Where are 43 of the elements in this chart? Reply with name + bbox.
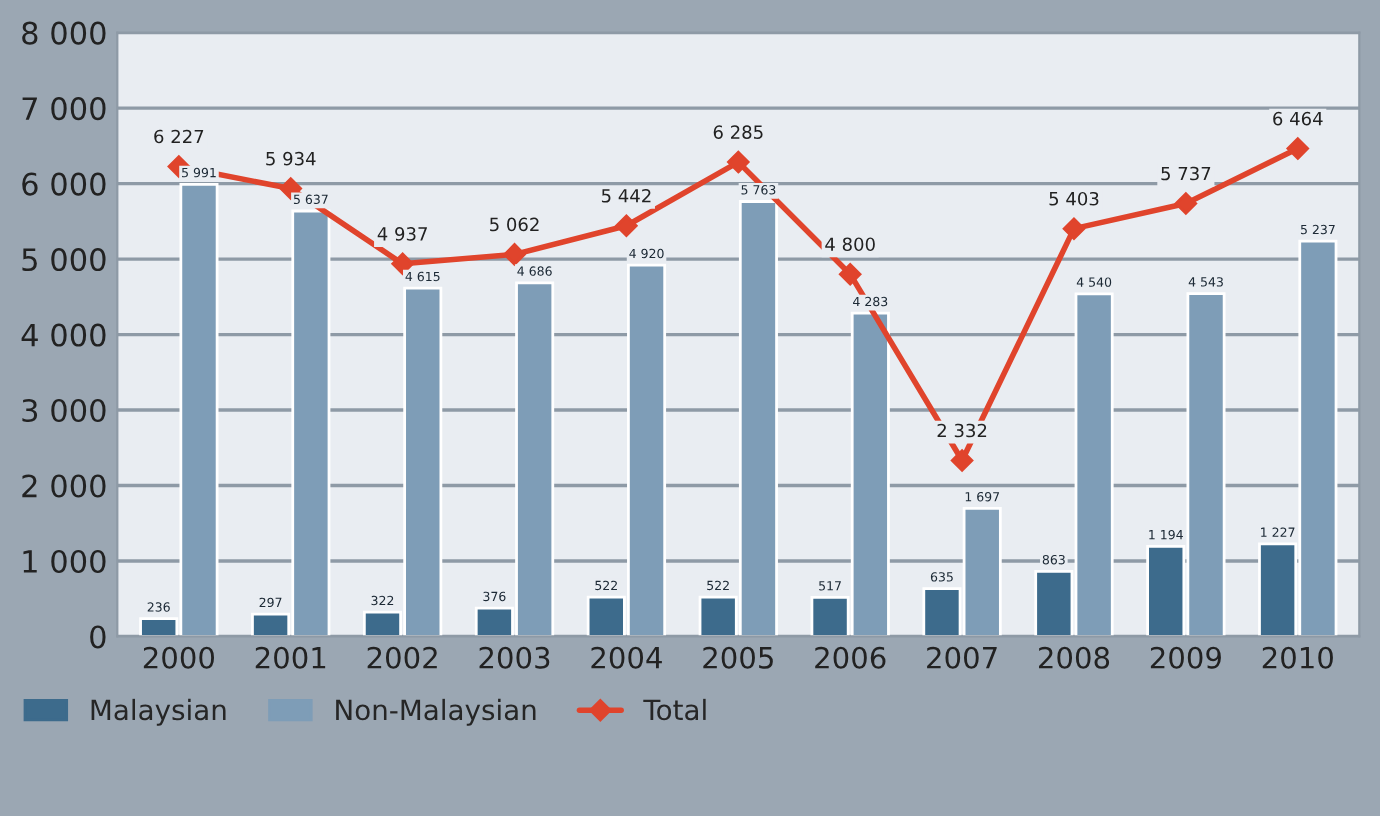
legend-label: Malaysian bbox=[91, 698, 226, 726]
x-tick-label: 2003 bbox=[479, 646, 550, 669]
x-tick-label: 2008 bbox=[1039, 646, 1110, 669]
legend-label: Total bbox=[643, 698, 706, 721]
x-tick-label: 2000 bbox=[143, 646, 215, 669]
x-tick-label: 2001 bbox=[255, 646, 326, 669]
x-tick-label: 2005 bbox=[703, 646, 773, 669]
point bbox=[391, 252, 414, 276]
y-tick-label: 5 000 bbox=[22, 248, 106, 272]
x-tick-label: 2009 bbox=[1150, 646, 1221, 669]
x-tick-label: 2006 bbox=[815, 646, 886, 669]
point bbox=[838, 262, 862, 286]
data-label: 5 062 bbox=[490, 217, 539, 232]
legend-label: Non-Malaysian bbox=[336, 698, 536, 726]
x-tick-label: 2002 bbox=[367, 646, 437, 669]
data-label: 6 285 bbox=[713, 125, 763, 139]
y-tick-label: 0 bbox=[90, 625, 106, 649]
data-label: 5 737 bbox=[1161, 166, 1211, 181]
point bbox=[1174, 192, 1198, 215]
data-label: 5 403 bbox=[1049, 191, 1099, 206]
point bbox=[950, 449, 974, 472]
data-label: 6 464 bbox=[1273, 111, 1323, 126]
y-tick-label: 3 000 bbox=[22, 398, 106, 423]
x-tick-label: 2010 bbox=[1262, 646, 1333, 669]
point bbox=[1062, 217, 1086, 240]
y-tick-label: 4 000 bbox=[21, 323, 106, 347]
x-tick-label: 2007 bbox=[927, 646, 997, 669]
y-tick-label: 7 000 bbox=[22, 97, 106, 121]
y-tick-label: 6 000 bbox=[22, 172, 106, 196]
point bbox=[1286, 137, 1309, 160]
data-label: 2 332 bbox=[937, 423, 987, 438]
data-label: 5 934 bbox=[266, 151, 316, 166]
point bbox=[615, 214, 638, 237]
data-label: 5 442 bbox=[601, 188, 651, 203]
y-tick-label: 8 000 bbox=[22, 21, 106, 45]
point bbox=[503, 243, 526, 266]
x-tick-label: 2004 bbox=[591, 646, 662, 669]
y-tick-label: 2 000 bbox=[22, 474, 106, 498]
y-tick-label: 1 000 bbox=[23, 549, 106, 574]
data-label: 6 227 bbox=[154, 129, 204, 144]
point bbox=[727, 150, 750, 174]
data-label: 4 937 bbox=[377, 227, 427, 241]
data-label: 4 800 bbox=[825, 237, 875, 252]
